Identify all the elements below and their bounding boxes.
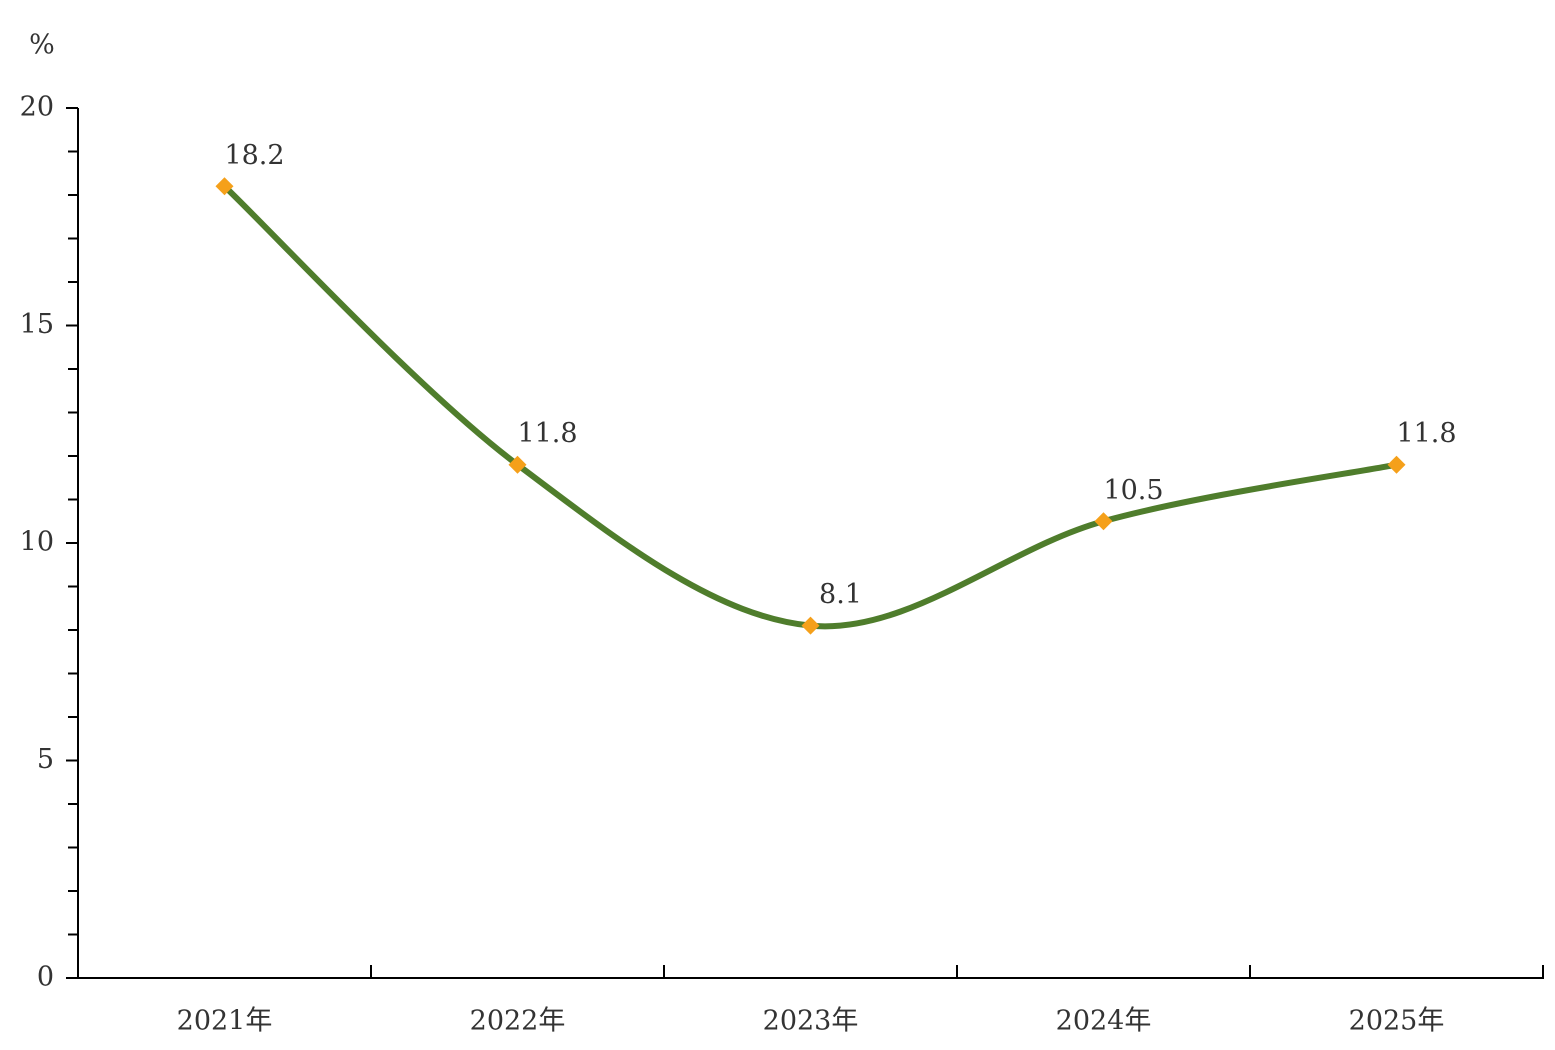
marker xyxy=(215,177,234,196)
x-tick-label: 2021年 xyxy=(177,1006,273,1037)
x-tick-label: 2022年 xyxy=(470,1006,566,1037)
y-tick-label: 15 xyxy=(20,309,54,340)
y-tick-label: 5 xyxy=(37,744,54,775)
marker xyxy=(1094,512,1113,531)
y-tick-label: 0 xyxy=(37,962,54,993)
marker xyxy=(801,616,820,635)
marker xyxy=(508,455,527,474)
data-label: 18.2 xyxy=(224,140,284,171)
data-label: 8.1 xyxy=(819,579,862,610)
y-tick-label: 10 xyxy=(20,527,54,558)
y-axis-label: % xyxy=(29,30,55,61)
data-label: 11.8 xyxy=(1396,418,1456,449)
y-tick-label: 20 xyxy=(20,92,54,123)
marker xyxy=(1387,455,1406,474)
x-tick-label: 2025年 xyxy=(1349,1006,1445,1037)
data-label: 11.8 xyxy=(517,418,577,449)
data-label: 10.5 xyxy=(1103,475,1163,506)
x-tick-label: 2023年 xyxy=(763,1006,859,1037)
line xyxy=(222,184,1398,630)
x-tick-label: 2024年 xyxy=(1056,1006,1152,1037)
